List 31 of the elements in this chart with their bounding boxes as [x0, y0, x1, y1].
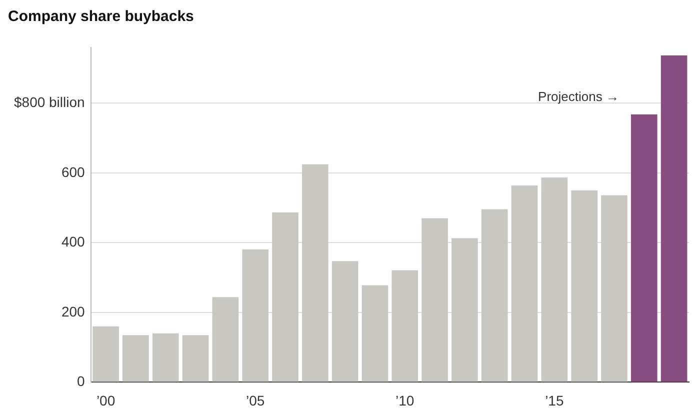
- bar: [212, 297, 239, 382]
- x-tick-label: ’15: [545, 392, 564, 408]
- bar: [362, 285, 388, 382]
- bar: [92, 326, 119, 382]
- bar: [332, 261, 358, 382]
- y-tick-label: 0: [77, 373, 86, 390]
- bar: [481, 209, 508, 382]
- bar: [571, 190, 598, 382]
- y-tick-label: 600: [61, 164, 86, 180]
- bar: [152, 333, 179, 382]
- bar: [122, 335, 149, 382]
- bar: [302, 164, 328, 382]
- bar: [242, 249, 268, 382]
- bar: [392, 270, 418, 382]
- y-tick-label: 400: [61, 234, 86, 250]
- bar: [182, 335, 209, 382]
- y-tick-label: 200: [61, 303, 86, 320]
- bar: [541, 177, 568, 382]
- bar: [272, 212, 298, 382]
- y-tick-label: $800 billion: [14, 94, 85, 110]
- bar: [452, 238, 478, 382]
- chart-title: Company share buybacks: [8, 8, 195, 25]
- x-tick-label: ’05: [246, 392, 265, 408]
- annotation: Projections →: [538, 88, 619, 104]
- bar: [660, 55, 688, 382]
- bar: [630, 114, 658, 382]
- bar: [422, 218, 448, 382]
- bar: [511, 186, 538, 382]
- bar: [601, 195, 628, 382]
- x-tick-label: ’00: [96, 392, 116, 408]
- x-tick-label: ’10: [396, 392, 414, 408]
